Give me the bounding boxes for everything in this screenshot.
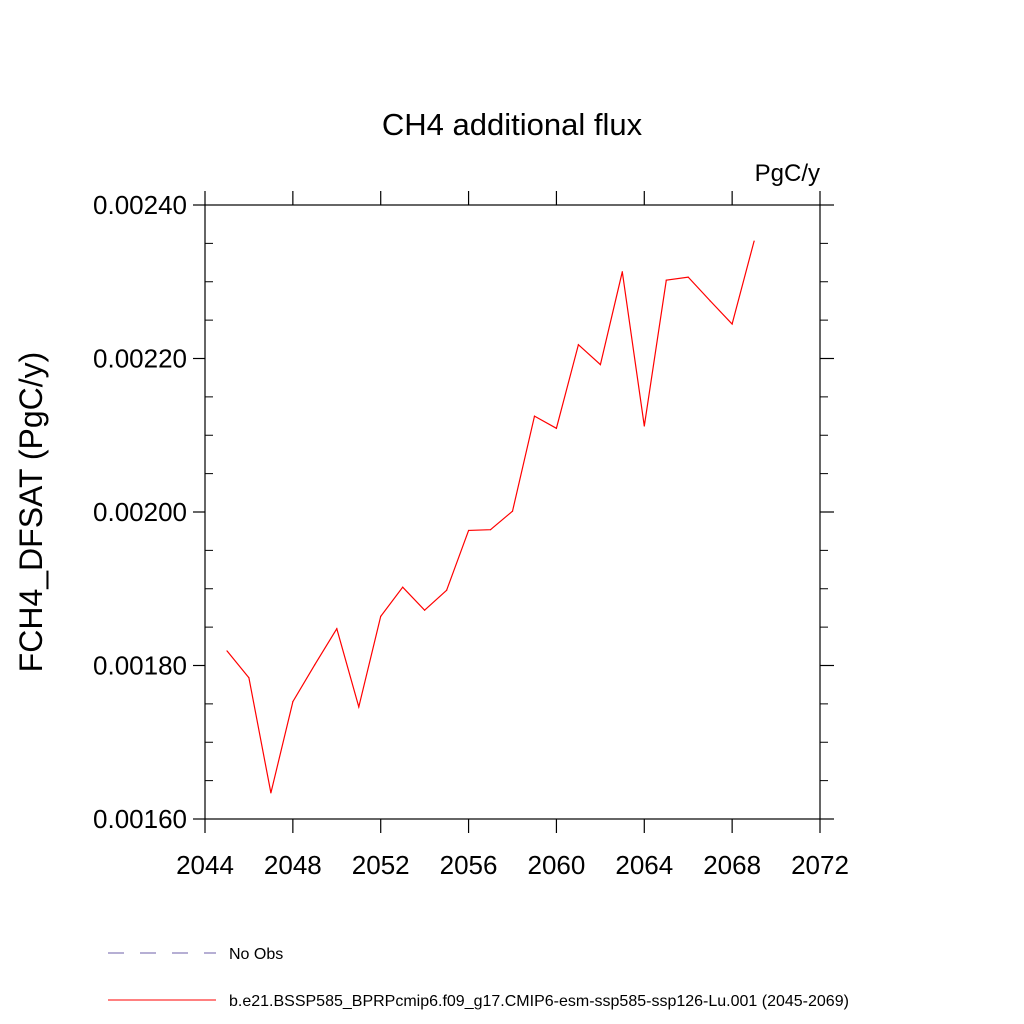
data-point <box>467 529 470 532</box>
legend-label: b.e21.BSSP585_BPRPcmip6.f09_g17.CMIP6-es… <box>229 993 849 1010</box>
data-point <box>687 276 689 278</box>
data-point <box>753 240 755 242</box>
data-point <box>292 700 294 703</box>
data-point <box>621 271 623 273</box>
y-tick-label: 0.00200 <box>93 497 187 527</box>
legend-label: No Obs <box>229 946 283 963</box>
data-point <box>336 628 338 630</box>
x-tick-label: 2052 <box>352 850 410 880</box>
data-point <box>270 792 272 794</box>
x-tick-label: 2068 <box>703 850 761 880</box>
chart-title: CH4 additional flux <box>382 107 643 142</box>
y-tick-label: 0.00160 <box>93 804 187 834</box>
x-tick-label: 2064 <box>615 850 673 880</box>
y-axis: 0.00160 0.00180 0.00200 0.00220 0.00240 <box>93 190 834 834</box>
data-point <box>511 510 514 512</box>
data-point <box>709 300 711 302</box>
data-point <box>533 415 536 417</box>
series-line <box>226 240 755 794</box>
data-point <box>402 586 404 588</box>
data-point <box>577 344 579 346</box>
data-point <box>314 664 316 666</box>
y-tick-label: 0.00220 <box>93 344 187 374</box>
data-point <box>489 529 492 531</box>
data-point <box>731 323 733 325</box>
data-point <box>555 427 558 429</box>
legend: No Obs b.e21.BSSP585_BPRPcmip6.f09_g17.CM… <box>108 946 849 1010</box>
x-axis: 2044 2048 2052 2056 2060 2064 2068 2072 <box>176 191 849 880</box>
x-tick-label: 2060 <box>528 850 586 880</box>
data-point <box>380 615 382 617</box>
data-point <box>599 364 601 366</box>
y-axis-label: FCH4_DFSAT (PgC/y) <box>13 352 49 673</box>
x-tick-label: 2072 <box>791 850 849 880</box>
data-point <box>446 589 448 591</box>
x-tick-label: 2056 <box>440 850 498 880</box>
units-label: PgC/y <box>755 160 820 187</box>
x-tick-label: 2044 <box>176 850 234 880</box>
data-point <box>358 706 360 708</box>
y-tick-label: 0.00180 <box>93 651 187 681</box>
data-point <box>665 279 667 281</box>
series-layer <box>226 240 755 794</box>
y-tick-label: 0.00240 <box>93 190 187 220</box>
data-point <box>248 677 250 679</box>
data-point <box>424 609 426 611</box>
data-point <box>643 425 645 427</box>
data-point <box>226 650 228 652</box>
x-tick-label: 2048 <box>264 850 322 880</box>
plot-frame <box>204 204 821 820</box>
